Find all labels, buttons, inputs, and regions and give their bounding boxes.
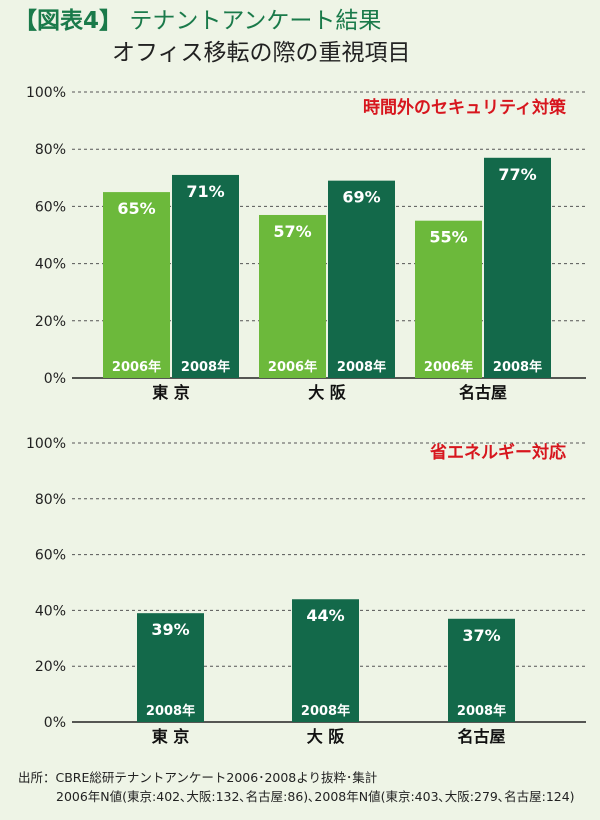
category-label: 名古屋 — [457, 727, 505, 746]
y-tick-label: 60% — [35, 548, 66, 564]
bar-value-label: 71% — [186, 182, 224, 201]
bar-year-label: 2006年 — [268, 359, 317, 375]
category-label: 大 阪 — [308, 383, 347, 402]
bar-year-label: 2008年 — [181, 359, 230, 375]
bar — [137, 613, 204, 722]
bar-year-label: 2006年 — [424, 359, 473, 375]
page-subtitle: オフィス移転の際の重視項目 — [112, 40, 411, 66]
y-tick-label: 20% — [35, 314, 66, 330]
bar — [328, 180, 395, 378]
bar-year-label: 2008年 — [457, 703, 506, 719]
bar-year-label: 2006年 — [112, 359, 161, 375]
bar-value-label: 77% — [498, 165, 536, 184]
y-tick-label: 0% — [44, 715, 66, 731]
source-line-1: 出所：CBRE総研テナントアンケート2006･2008より抜粋･集計 — [18, 770, 378, 785]
bar-value-label: 44% — [306, 606, 344, 625]
chart-heading: 【図表4】 テナントアンケート結果 — [14, 6, 381, 36]
bar-value-label: 57% — [273, 222, 311, 241]
y-tick-label: 40% — [35, 257, 66, 273]
page-title: テナントアンケート結果 — [129, 8, 382, 34]
bar-year-label: 2008年 — [146, 703, 195, 719]
bar-year-label: 2008年 — [301, 703, 350, 719]
bar — [484, 157, 551, 378]
bar-value-label: 65% — [117, 199, 155, 218]
bar — [172, 174, 239, 378]
bar — [103, 192, 170, 378]
bar-value-label: 55% — [429, 228, 467, 247]
y-tick-label: 20% — [35, 659, 66, 675]
bar — [448, 618, 515, 722]
chart-title: 省エネルギー対応 — [429, 442, 566, 463]
y-tick-label: 60% — [35, 199, 66, 215]
y-tick-label: 80% — [35, 142, 66, 158]
y-tick-label: 100% — [26, 85, 66, 101]
category-label: 大 阪 — [307, 727, 346, 746]
bar-year-label: 2008年 — [337, 359, 386, 375]
y-tick-label: 0% — [44, 371, 66, 387]
category-label: 名古屋 — [459, 383, 507, 402]
bar — [259, 214, 326, 378]
source-line-2: 2006年N値(東京:402､大阪:132､名古屋:86)､2008年N値(東京… — [56, 789, 575, 804]
y-tick-label: 80% — [35, 492, 66, 508]
source-note: 出所：CBRE総研テナントアンケート2006･2008より抜粋･集計 2006年… — [18, 768, 575, 806]
chart-title: 時間外のセキュリティ対策 — [363, 97, 567, 118]
y-tick-label: 40% — [35, 603, 66, 619]
category-label: 東 京 — [152, 727, 190, 746]
bar-value-label: 37% — [462, 626, 500, 645]
bar-value-label: 39% — [151, 620, 189, 639]
category-label: 東 京 — [152, 383, 190, 402]
bar-value-label: 69% — [342, 188, 380, 207]
figure-number: 【図表4】 — [14, 8, 123, 34]
bar — [415, 220, 482, 378]
y-tick-label: 100% — [26, 436, 66, 452]
bar — [292, 599, 359, 722]
bar-year-label: 2008年 — [493, 359, 542, 375]
